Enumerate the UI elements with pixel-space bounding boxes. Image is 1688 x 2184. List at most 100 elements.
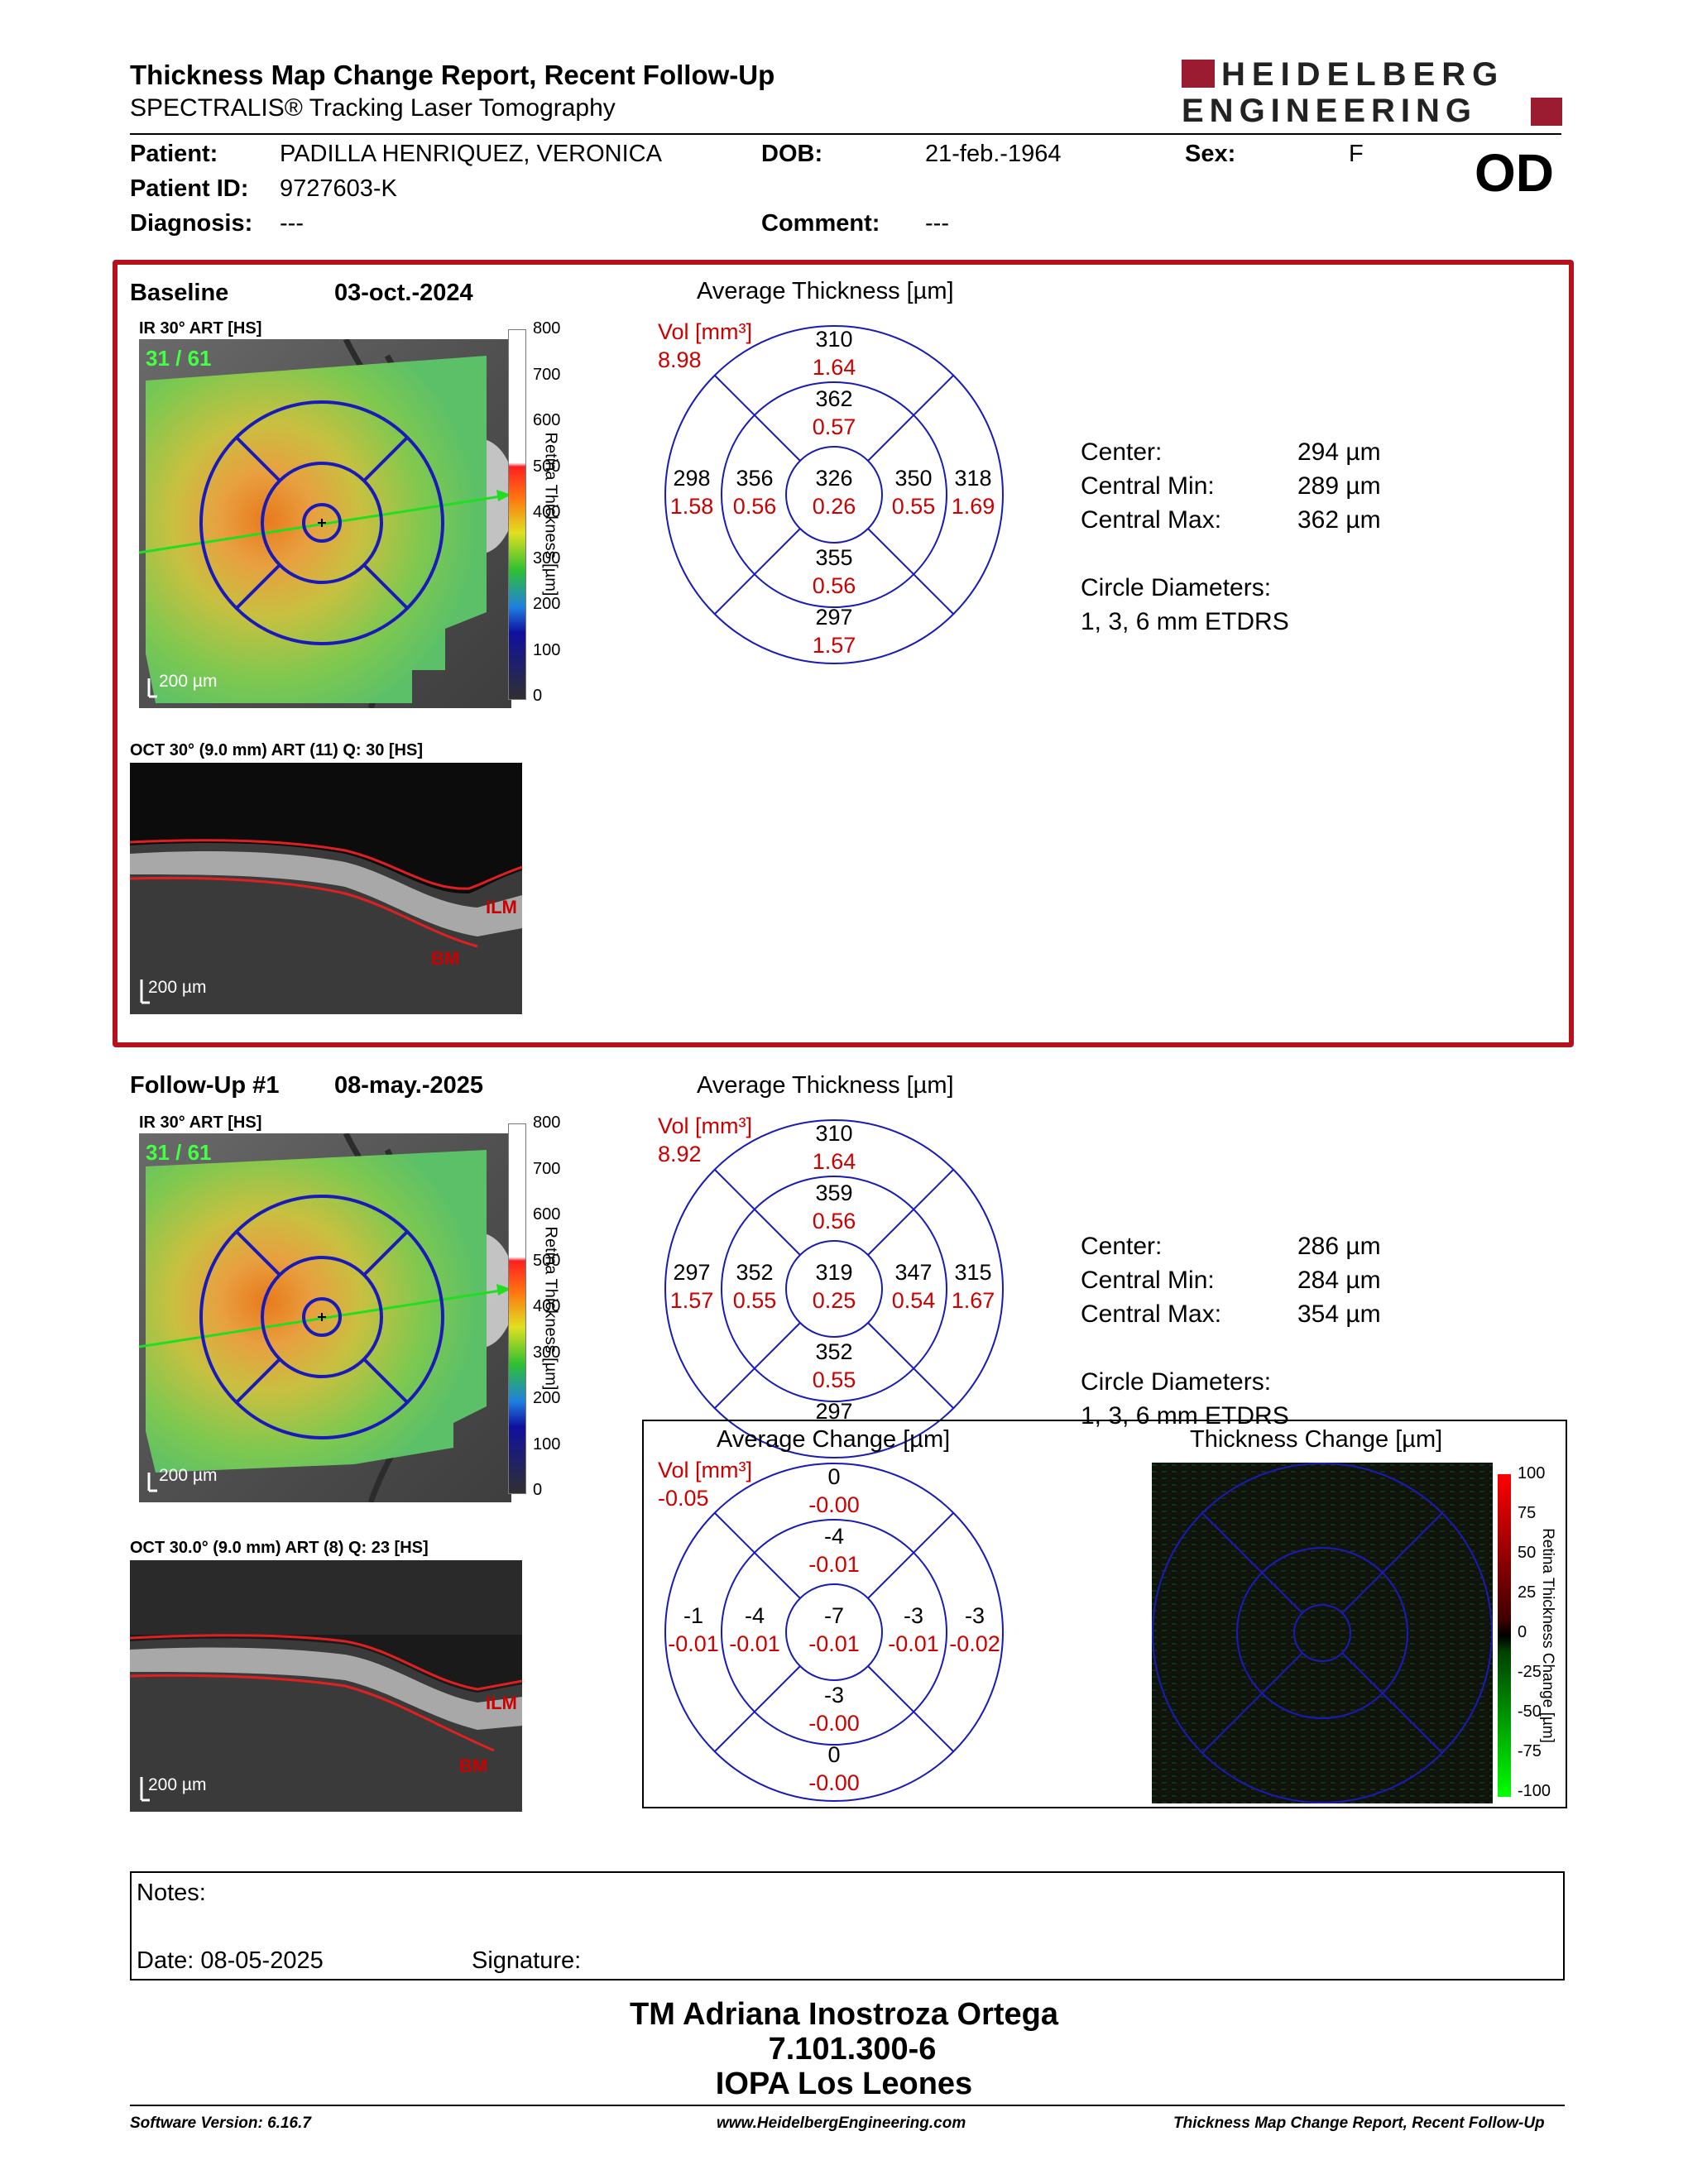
followup-oct-scale: 200 µm bbox=[148, 1775, 207, 1794]
signer-name: TM Adriana Inostroza Ortega bbox=[630, 1997, 1058, 2032]
followup-date: 08-may.-2025 bbox=[334, 1072, 484, 1099]
sector-inner-top-volume-change: -0.01 bbox=[808, 1552, 860, 1577]
sector-center-change: -7 bbox=[823, 1603, 844, 1628]
heidelberg-logo: HEIDELBERG ENGINEERING bbox=[1182, 56, 1562, 131]
sector-inner-left-volume: 0.55 bbox=[732, 1288, 777, 1313]
sector-outer-bottom-change: 0 bbox=[827, 1742, 841, 1767]
dob-value: 21-feb.-1964 bbox=[925, 141, 1062, 167]
followup-bm-label: BM bbox=[459, 1755, 488, 1776]
thickness-change-map bbox=[1152, 1463, 1493, 1803]
baseline-etdrs-grid bbox=[664, 325, 1004, 664]
change-colorbar-title: Retina Thickness Change [µm] bbox=[1539, 1528, 1556, 1743]
cb-tick: 300 bbox=[533, 1343, 561, 1362]
change-vol-label: Vol [mm³] bbox=[658, 1458, 753, 1482]
baseline-oct-image: ILM BM 200 µm bbox=[130, 763, 522, 1014]
central-max-value: 354 µm bbox=[1297, 1300, 1381, 1328]
header-divider bbox=[130, 133, 1561, 135]
sector-inner-top-volume: 0.57 bbox=[812, 414, 856, 439]
sector-outer-top-volume-change: -0.00 bbox=[808, 1492, 860, 1517]
followup-ir-label: IR 30° ART [HS] bbox=[139, 1114, 262, 1132]
software-version: Software Version: 6.16.7 bbox=[130, 2115, 311, 2132]
baseline-colorbar-title: Retina Thickness [µm] bbox=[541, 432, 560, 596]
followup-ir-scale: 200 µm bbox=[159, 1466, 218, 1485]
cb-tick: 800 bbox=[533, 319, 561, 338]
sector-inner-right-volume: 0.54 bbox=[891, 1288, 936, 1313]
cb-tick: -25 bbox=[1518, 1663, 1542, 1681]
eye-laterality: OD bbox=[1475, 143, 1554, 203]
followup-colorbar-title: Retina Thickness [µm] bbox=[541, 1226, 560, 1391]
sector-center-volume-change: -0.01 bbox=[808, 1631, 860, 1656]
change-etdrs-values: 0 -0.00 -4 -0.01 -7 -0.01 -1 -0.01 -4 -0… bbox=[664, 1463, 1004, 1802]
cb-tick: -75 bbox=[1518, 1742, 1542, 1760]
change-vol-total: -0.05 bbox=[658, 1486, 709, 1511]
notes-box bbox=[130, 1871, 1565, 1980]
change-frame bbox=[642, 1420, 1567, 1808]
cb-tick: 600 bbox=[533, 1205, 561, 1224]
sector-outer-right-volume: 1.67 bbox=[951, 1288, 995, 1313]
cb-tick: 700 bbox=[533, 366, 561, 384]
sector-center-volume: 0.25 bbox=[812, 1288, 856, 1313]
sex-value: F bbox=[1349, 141, 1364, 167]
sector-inner-right-volume-change: -0.01 bbox=[888, 1631, 939, 1656]
followup-etdrs-grid bbox=[664, 1119, 1004, 1458]
cb-tick: 200 bbox=[533, 595, 561, 613]
signature-label: Signature: bbox=[472, 1947, 582, 1974]
cb-tick: 600 bbox=[533, 411, 561, 429]
report-title: Thickness Map Change Report, Recent Foll… bbox=[130, 60, 775, 90]
sector-outer-top-volume: 1.64 bbox=[812, 355, 856, 380]
followup-ir-image: 31 / 61 200 µm bbox=[139, 1133, 511, 1502]
sector-outer-right-thickness: 318 bbox=[954, 466, 992, 491]
cb-tick: 400 bbox=[533, 1297, 561, 1315]
sector-outer-right-change: -3 bbox=[964, 1603, 985, 1628]
thickness-change-overlay bbox=[1152, 1463, 1493, 1803]
center-label: Center: bbox=[1081, 438, 1163, 466]
diagnosis-value: --- bbox=[280, 210, 304, 237]
central-min-value: 284 µm bbox=[1297, 1267, 1381, 1294]
cb-tick: 700 bbox=[533, 1160, 561, 1178]
circle-diameters-value: 1, 3, 6 mm ETDRS bbox=[1081, 1402, 1289, 1430]
sector-outer-bottom-volume: 1.57 bbox=[812, 633, 856, 658]
sector-outer-left-volume: 1.58 bbox=[669, 494, 714, 519]
sector-outer-left-thickness: 297 bbox=[673, 1260, 711, 1285]
sector-outer-right-thickness: 315 bbox=[954, 1260, 992, 1285]
center-value: 294 µm bbox=[1297, 438, 1381, 466]
cb-tick: 200 bbox=[533, 1389, 561, 1407]
central-max-label: Central Max: bbox=[1081, 1300, 1222, 1328]
sector-outer-right-volume-change: -0.02 bbox=[949, 1631, 1000, 1656]
sector-inner-bottom-thickness: 352 bbox=[815, 1339, 853, 1364]
signer-id: 7.101.300-6 bbox=[768, 2032, 937, 2067]
cb-tick: 800 bbox=[533, 1114, 561, 1132]
thickness-change-title: Thickness Change [µm] bbox=[1190, 1426, 1443, 1453]
sector-outer-left-volume-change: -0.01 bbox=[668, 1631, 719, 1656]
baseline-frame-counter: 31 / 61 bbox=[146, 346, 212, 371]
baseline-oct-scale: 200 µm bbox=[148, 978, 207, 997]
notes-date: Date: 08-05-2025 bbox=[137, 1947, 324, 1974]
baseline-bm-label: BM bbox=[431, 948, 460, 969]
logo-square-bottom bbox=[1531, 98, 1562, 126]
cb-tick: -100 bbox=[1518, 1782, 1551, 1800]
change-avg-title: Average Change [µm] bbox=[717, 1426, 951, 1453]
cb-tick: 500 bbox=[533, 1252, 561, 1270]
baseline-colorbar-ticks: 800 700 600 500 400 300 200 100 0 bbox=[526, 319, 576, 708]
baseline-frame bbox=[113, 260, 1574, 1047]
dob-label: DOB: bbox=[761, 141, 823, 167]
sector-inner-top-thickness: 359 bbox=[815, 1181, 853, 1205]
patient-id-label: Patient ID: bbox=[130, 175, 249, 202]
sector-inner-bottom-thickness: 355 bbox=[815, 545, 853, 570]
baseline-ir-scale: 200 µm bbox=[159, 672, 218, 691]
sex-label: Sex: bbox=[1185, 141, 1236, 167]
comment-value: --- bbox=[925, 210, 949, 237]
sector-inner-left-thickness: 356 bbox=[736, 466, 774, 491]
sector-inner-right-thickness: 350 bbox=[894, 466, 933, 491]
comment-label: Comment: bbox=[761, 210, 880, 237]
change-colorbar bbox=[1498, 1474, 1511, 1797]
cb-tick: 75 bbox=[1518, 1504, 1537, 1522]
center-value: 286 µm bbox=[1297, 1233, 1381, 1260]
sector-outer-top-change: 0 bbox=[827, 1464, 841, 1489]
baseline-ir-label: IR 30° ART [HS] bbox=[139, 319, 262, 338]
central-max-value: 362 µm bbox=[1297, 506, 1381, 534]
central-max-label: Central Max: bbox=[1081, 506, 1222, 534]
sector-inner-left-change: -4 bbox=[744, 1603, 765, 1628]
website-link[interactable]: www.HeidelbergEngineering.com bbox=[717, 2115, 966, 2132]
cb-tick: 0 bbox=[1518, 1623, 1527, 1641]
